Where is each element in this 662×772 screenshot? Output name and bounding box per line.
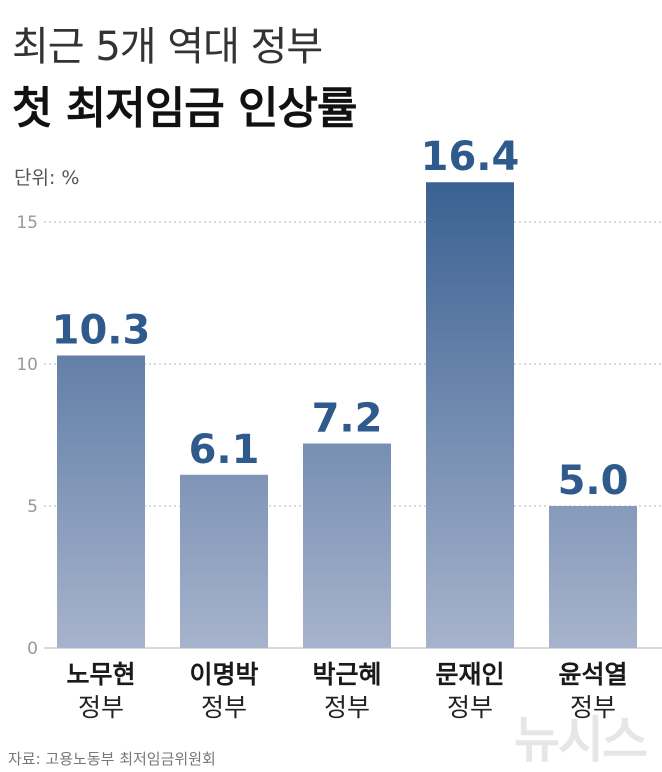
y-tick-label-15: 15 (16, 213, 38, 233)
unit-label: 단위: % (14, 167, 80, 189)
category-sublabel-4: 정부 (447, 693, 493, 722)
bar-4 (426, 182, 514, 649)
category-label-4: 문재인 (435, 660, 504, 689)
chart-title-line2: 첫 최저임금 인상률 (12, 83, 357, 134)
y-tick-label-10: 10 (16, 355, 38, 375)
value-label-1: 10.3 (52, 307, 151, 353)
category-sublabel-5: 정부 (570, 693, 616, 722)
category-label-5: 윤석열 (558, 660, 627, 689)
value-label-4: 16.4 (421, 134, 520, 180)
y-tick-label-5: 5 (27, 497, 38, 517)
value-label-3: 7.2 (312, 396, 383, 442)
source-note: 자료: 고용노동부 최저임금위원회 (8, 750, 216, 768)
bar-3 (303, 443, 391, 648)
chart-title-line1: 최근 5개 역대 정부 (12, 24, 323, 70)
category-label-2: 이명박 (189, 660, 258, 689)
value-label-5: 5.0 (558, 458, 629, 504)
watermark-logo: 뉴시스 (514, 711, 648, 769)
category-sublabel-1: 정부 (78, 693, 124, 722)
y-tick-label-0: 0 (27, 639, 38, 659)
bar-5 (549, 506, 637, 648)
value-label-2: 6.1 (189, 427, 260, 473)
bar-1 (57, 355, 145, 648)
category-label-3: 박근혜 (312, 660, 381, 689)
category-sublabel-2: 정부 (201, 693, 247, 722)
category-sublabel-3: 정부 (324, 693, 370, 722)
category-label-1: 노무현 (66, 660, 135, 689)
bar-2 (180, 474, 268, 648)
